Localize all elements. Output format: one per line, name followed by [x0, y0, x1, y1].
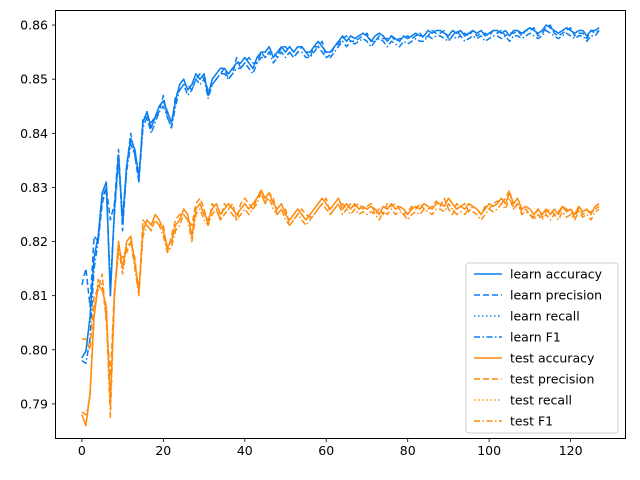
series-line-test-F1	[81, 192, 600, 419]
plot-frame	[55, 10, 626, 439]
series-layer	[81, 24, 600, 427]
legend-label: learn accuracy	[510, 267, 603, 282]
legend-box	[465, 262, 619, 434]
y-tick-label: 0.84	[20, 126, 48, 141]
legend-label: test accuracy	[510, 351, 595, 366]
series-line-test-precision	[81, 189, 600, 378]
series-line-learn-recall	[81, 24, 600, 359]
y-tick-label: 0.80	[20, 342, 48, 357]
legend-label: learn precision	[510, 288, 602, 303]
x-tick-label: 80	[400, 443, 416, 458]
legend-label: test F1	[510, 414, 553, 429]
y-tick-label: 0.86	[20, 18, 48, 33]
legend-label: test precision	[510, 372, 594, 387]
x-tick-label: 40	[237, 443, 253, 458]
y-tick-label: 0.81	[20, 288, 48, 303]
legend-label: test recall	[510, 393, 572, 408]
x-tick-label: 100	[477, 443, 501, 458]
y-axis: 0.79 0.80 0.81 0.82 0.83 0.84 0.85 0.86	[20, 18, 56, 411]
x-axis: 0 20 40 60 80 100 120	[78, 438, 583, 458]
legend: learn accuracy learn precision learn recal…	[465, 262, 619, 434]
y-tick-label: 0.83	[20, 180, 48, 195]
y-tick-label: 0.82	[20, 234, 48, 249]
y-tick-label: 0.85	[20, 72, 48, 87]
x-tick-label: 60	[318, 443, 334, 458]
x-tick-label: 20	[155, 443, 171, 458]
x-tick-label: 0	[78, 443, 86, 458]
x-tick-label: 120	[559, 443, 583, 458]
y-tick-label: 0.79	[20, 396, 48, 411]
legend-label: learn F1	[510, 330, 561, 345]
legend-label: learn recall	[510, 309, 580, 324]
series-line-test-recall	[81, 189, 600, 427]
series-line-learn-F1	[81, 29, 600, 365]
